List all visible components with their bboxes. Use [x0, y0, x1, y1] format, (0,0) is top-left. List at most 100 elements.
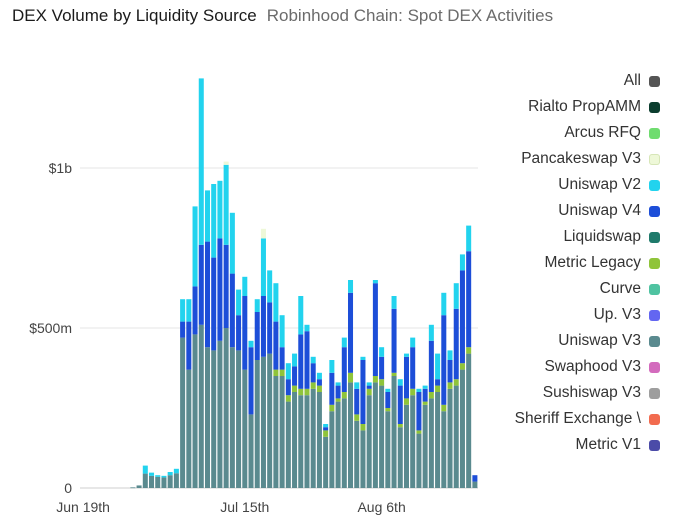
legend-swatch [649, 179, 660, 191]
bar-segment-uniswap-v3 [285, 401, 291, 488]
bar-segment-uniswap-v4 [192, 286, 198, 335]
bar-segment-uniswap-v2 [192, 206, 198, 287]
legend-swatch [649, 231, 660, 243]
legend-item[interactable]: Arcus RFQ [480, 120, 660, 146]
legend-label: Arcus RFQ [564, 124, 641, 141]
bar-segment-metric-legacy [453, 379, 459, 386]
bar-segment-uniswap-v4 [329, 372, 335, 405]
bar-segment-uniswap-v3 [391, 376, 397, 488]
bar-segment-uniswap-v4 [447, 360, 453, 383]
legend-swatch [649, 361, 660, 373]
bar-segment-uniswap-v3 [260, 356, 266, 488]
bar-segment-metric-legacy [341, 392, 347, 399]
legend-item[interactable]: Metric V1 [480, 432, 660, 458]
legend-label: Uniswap V4 [558, 202, 641, 219]
bar-segment-uniswap-v2 [410, 337, 416, 348]
bar-segment-uniswap-v2 [236, 289, 242, 316]
bar-segment-uniswap-v3 [136, 485, 142, 488]
bar-segment-uniswap-v3 [173, 473, 179, 488]
bar-segment-uniswap-v3 [329, 411, 335, 488]
bar-segment-uniswap-v2 [186, 299, 192, 322]
bar-segment-uniswap-v2 [229, 212, 235, 274]
bar-segment-uniswap-v3 [229, 347, 235, 488]
bar-segment-uniswap-v3 [385, 411, 391, 488]
chart-subtitle: Robinhood Chain: Spot DEX Activities [266, 6, 554, 25]
legend-item[interactable]: Uniswap V3 [480, 328, 660, 354]
bar-segment-uniswap-v4 [316, 379, 322, 386]
bar-segment-uniswap-v4 [410, 347, 416, 389]
bar-segment-uniswap-v4 [180, 321, 186, 338]
bar-segment-uniswap-v3 [366, 395, 372, 488]
legend-item[interactable]: Sheriff Exchange \ [480, 406, 660, 432]
bar-segment-uniswap-v3 [142, 473, 148, 488]
bar-segment-uniswap-v3 [236, 350, 242, 488]
bar-segment-uniswap-v3 [435, 392, 441, 488]
bar-segment-metric-legacy [441, 404, 447, 412]
legend-item[interactable]: Liquidswap [480, 224, 660, 250]
legend-swatch [649, 439, 660, 451]
bar-segment-uniswap-v4 [198, 244, 204, 325]
bar-segment-uniswap-v4 [204, 241, 210, 348]
bar-segment-uniswap-v4 [279, 347, 285, 370]
x-tick-label: Aug 6th [357, 499, 405, 515]
legend-item[interactable]: Swaphood V3 [480, 354, 660, 380]
bar-segment-metric-legacy [397, 424, 403, 428]
bar-segment-uniswap-v3 [316, 392, 322, 488]
legend-label: Uniswap V2 [558, 176, 641, 193]
bar-segment-uniswap-v3 [310, 388, 316, 488]
bar-segment-uniswap-v3 [254, 360, 260, 488]
chart-title: DEX Volume by Liquidity Source [12, 6, 257, 25]
bar-segment-uniswap-v4 [366, 385, 372, 389]
bar-segment-uniswap-v3 [223, 328, 229, 488]
bar-segment-uniswap-v4 [186, 321, 192, 370]
legend-item[interactable]: Up. V3 [480, 302, 660, 328]
bar-segment-metric-legacy [422, 401, 428, 405]
bar-segment-metric-legacy [292, 385, 298, 392]
bar-segment-uniswap-v4 [472, 475, 478, 482]
legend-item[interactable]: Metric Legacy [480, 250, 660, 276]
bar-segment-uniswap-v3 [248, 414, 254, 488]
bar-segment-uniswap-v4 [459, 270, 465, 364]
bar-segment-uniswap-v2 [217, 180, 223, 239]
bar-segment-uniswap-v3 [192, 334, 198, 488]
bar-segment-uniswap-v2 [360, 356, 366, 360]
legend-item[interactable]: Sushiswap V3 [480, 380, 660, 406]
bar-segment-metric-legacy [360, 424, 366, 431]
bar-segment-uniswap-v2 [348, 280, 354, 293]
bar-segment-uniswap-v3 [323, 436, 329, 488]
bar-segment-uniswap-v3 [279, 376, 285, 488]
bar-segment-metric-legacy [385, 408, 391, 412]
legend-item[interactable]: Uniswap V2 [480, 172, 660, 198]
bar-segment-uniswap-v3 [186, 369, 192, 488]
bar-segment-uniswap-v2 [335, 382, 341, 386]
bar-segment-uniswap-v3 [416, 433, 422, 488]
legend-item[interactable]: Pancakeswap V3 [480, 146, 660, 172]
bar-segment-metric-legacy [428, 392, 434, 399]
bar-segment-metric-legacy [379, 379, 385, 386]
bar-segment-uniswap-v4 [236, 315, 242, 351]
bar-segment-uniswap-v4 [354, 388, 360, 415]
bar-segment-uniswap-v3 [403, 404, 409, 488]
bar-segment-metric-legacy [323, 430, 329, 437]
bar-segment-uniswap-v2 [260, 238, 266, 296]
legend-label: Up. V3 [593, 306, 641, 323]
bar-segment-uniswap-v3 [397, 427, 403, 488]
bar-segment-metric-legacy [410, 388, 416, 396]
bar-segment-uniswap-v3 [348, 382, 354, 488]
legend-item[interactable]: Rialto PropAMM [480, 94, 660, 120]
bar-segment-uniswap-v3 [453, 385, 459, 488]
legend-swatch [649, 205, 660, 217]
bar-segment-uniswap-v4 [323, 427, 329, 431]
legend-item[interactable]: All [480, 68, 660, 94]
bar-segment-uniswap-v2 [441, 292, 447, 316]
bar-segment-uniswap-v4 [391, 308, 397, 373]
bar-segment-metric-legacy [285, 395, 291, 402]
bar-segment-uniswap-v4 [211, 257, 217, 351]
legend-item[interactable]: Uniswap V4 [480, 198, 660, 224]
legend-label: Rialto PropAMM [528, 98, 641, 115]
bar-segment-uniswap-v2 [292, 353, 298, 367]
bar-segment-uniswap-v2 [149, 472, 155, 476]
bar-segment-uniswap-v4 [416, 392, 422, 431]
legend-item[interactable]: Curve [480, 276, 660, 302]
bar-segment-uniswap-v3 [149, 475, 155, 488]
